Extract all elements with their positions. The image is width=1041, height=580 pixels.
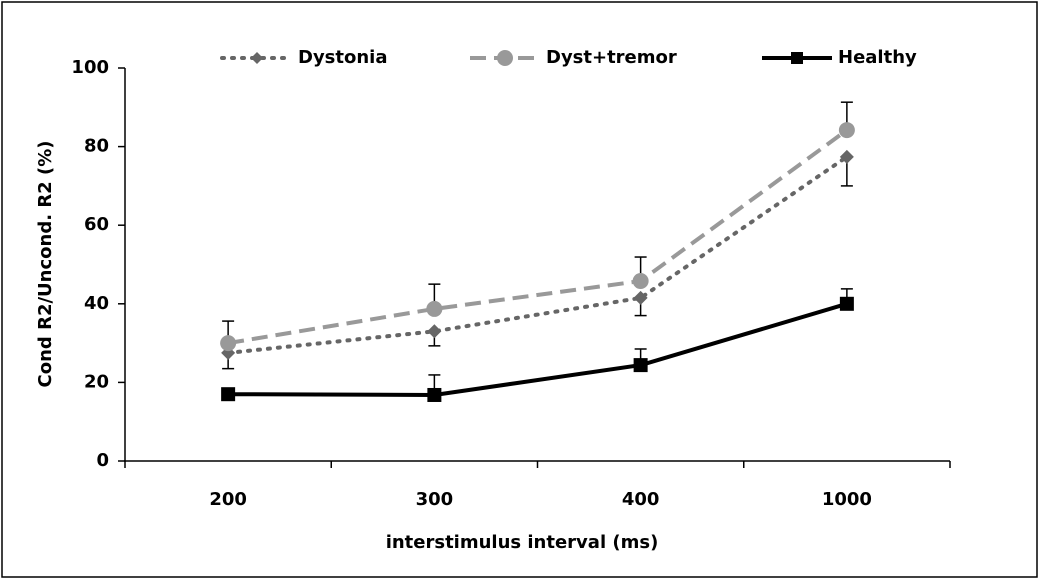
y-tick-label: 100 — [71, 57, 109, 78]
marker — [633, 290, 648, 305]
marker — [220, 335, 237, 352]
marker — [839, 149, 854, 164]
x-axis-label: interstimulus interval (ms) — [386, 532, 659, 553]
marker — [497, 50, 513, 66]
series-line — [227, 128, 849, 346]
y-tick-label: 40 — [84, 293, 109, 314]
marker — [633, 358, 648, 373]
x-tick-label: 200 — [209, 489, 247, 510]
legend-label: Healthy — [838, 47, 917, 68]
marker — [791, 52, 803, 64]
series-line — [228, 301, 848, 397]
marker — [839, 296, 854, 311]
series-line — [226, 154, 849, 355]
marker — [427, 387, 442, 402]
marker — [838, 122, 855, 139]
y-axis-label: Cond R2/Uncond. R2 (%) — [35, 141, 56, 388]
x-tick-label: 400 — [622, 489, 660, 510]
y-tick-label: 20 — [84, 371, 109, 392]
marker — [632, 273, 649, 290]
x-tick-label: 1000 — [822, 489, 872, 510]
marker — [426, 300, 443, 317]
y-tick-label: 0 — [96, 450, 109, 471]
y-tick-label: 60 — [84, 214, 109, 235]
legend-label: Dyst+tremor — [546, 47, 677, 68]
marker — [221, 387, 236, 402]
legend-label: Dystonia — [298, 47, 388, 68]
marker — [427, 324, 442, 339]
y-tick-label: 80 — [84, 136, 109, 157]
x-tick-label: 300 — [416, 489, 454, 510]
marker — [251, 52, 263, 64]
